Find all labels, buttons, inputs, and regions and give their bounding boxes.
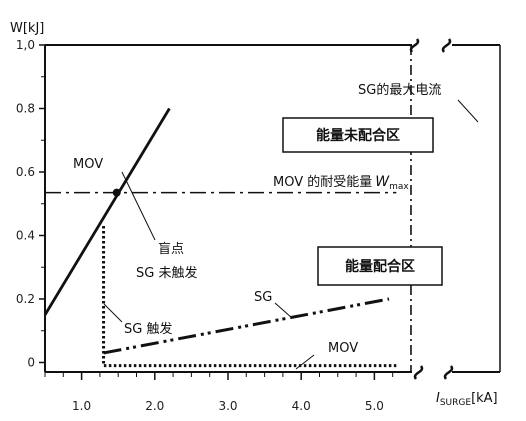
wmax-symbol: W [375, 174, 390, 190]
blind-point-label: 盲点 [158, 241, 184, 257]
y-tick-label-2: 0.6 [16, 165, 35, 179]
y-tick-label-0: 1,0 [16, 38, 35, 52]
x-axis-title-unit: [kA] [471, 391, 498, 406]
blind-point-marker [112, 188, 121, 197]
axis-break-mark-top-2 [441, 38, 452, 53]
mov-lower-line [102, 225, 397, 368]
coordinated-zone-label: 能量配合区 [345, 258, 415, 275]
axis-break-mark-top-1 [409, 38, 420, 53]
x-tick-label-1: 2.0 [145, 399, 164, 413]
wmax-subscript: max [389, 182, 409, 192]
uncoordinated-zone-label: 能量未配合区 [316, 127, 400, 144]
sg-not-triggered-label: SG 未触发 [136, 265, 197, 281]
x-tick-label-0: 1.0 [72, 399, 91, 413]
coordinated-zone-box [317, 246, 443, 286]
x-tick-label-2: 3.0 [218, 399, 237, 413]
y-tick-label-1: 0.8 [16, 101, 35, 115]
axis-ticks [39, 44, 394, 380]
axis-break-mark-bottom-2 [443, 365, 454, 380]
sg-trigger-leader [103, 303, 123, 323]
sg-max-current-label: SG的最大电流 [358, 82, 441, 98]
axis-break-mark-bottom-1 [413, 365, 424, 380]
sg-series-label: SG [254, 290, 272, 305]
series-layer [43, 45, 412, 372]
blind-point-leader [121, 171, 156, 241]
sg-label-leader [274, 302, 293, 319]
y-axis-title: W[kJ] [10, 21, 44, 36]
y-tick-label-4: 0.2 [16, 292, 35, 306]
mov-label-upper: MOV [73, 157, 103, 172]
x-axis-title-sub: SURGE [440, 398, 472, 408]
mov-upper-line [43, 107, 171, 316]
x-axis-title-main: I [436, 391, 440, 406]
mov-label-lower: MOV [328, 341, 358, 356]
y-tick-label-5: 0 [27, 355, 35, 369]
x-tick-label-4: 5.0 [365, 399, 384, 413]
mov-lower-leader [295, 354, 315, 370]
y-tick-label-3: 0.4 [16, 228, 35, 242]
uncoordinated-zone-box [282, 117, 434, 153]
mov-wmax-label: MOV 的耐受能量 Wmax [273, 174, 409, 192]
sg-max-leader [457, 99, 479, 123]
sg-line [103, 297, 390, 355]
sg-triggered-label: SG 触发 [124, 321, 172, 337]
x-tick-label-3: 4.0 [292, 399, 311, 413]
x-axis-title: ISURGE[kA] [436, 391, 498, 408]
axis-tick-labels: 1.0 2.0 3.0 4.0 5.0 1,0 0.8 0.6 0.4 0.2 0 [16, 38, 384, 413]
mov-wmax-text: MOV 的耐受能量 [273, 174, 372, 190]
